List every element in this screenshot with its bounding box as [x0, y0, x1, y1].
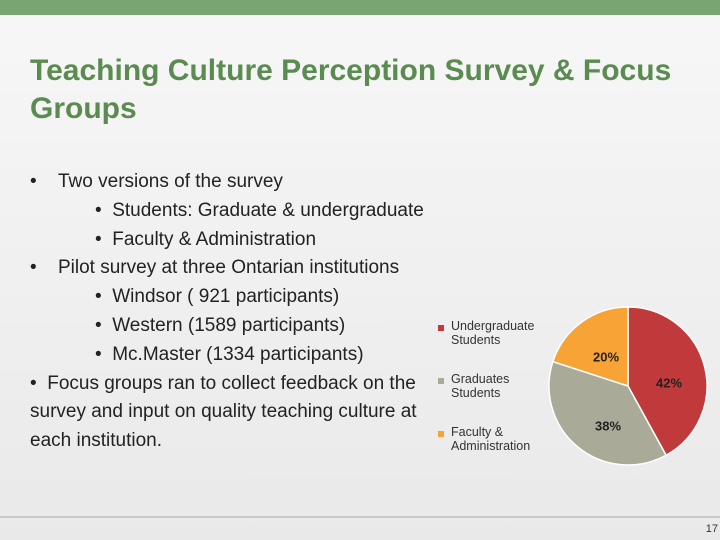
bullet-list: • Two versions of the survey • Students: G…: [30, 168, 440, 456]
legend-entry: Graduates Students: [451, 372, 510, 400]
bullet-text: Windsor ( 921 participants): [112, 286, 340, 308]
slide-title: Teaching Culture Perception Survey & Foc…: [30, 54, 672, 125]
bullet-text: Students: Graduate & undergraduate: [112, 199, 424, 221]
sub-bullet: • Students: Graduate & undergraduate: [95, 199, 424, 221]
sub-bullet: • Western (1589 participants): [95, 314, 346, 336]
legend-entry: Undergraduate Students: [451, 319, 535, 347]
legend-swatch: [438, 431, 444, 437]
top-band: [0, 0, 720, 15]
bullet: • Pilot survey at three Ontarian institut…: [30, 257, 400, 279]
sub-bullet: • Windsor ( 921 participants): [95, 286, 340, 308]
bullet-text: Pilot survey at three Ontarian instituti…: [58, 257, 400, 279]
sub-bullet: • Faculty & Administration: [95, 228, 317, 250]
legend-label: Faculty & Administration: [451, 425, 531, 453]
bullet-text: Focus groups ran to collect feedback on …: [30, 372, 417, 452]
legend-entry: Faculty & Administration: [451, 425, 531, 453]
bullet-text: Western (1589 participants): [112, 314, 346, 336]
data-label: 20%: [593, 349, 619, 364]
bullet-text: Two versions of the survey: [58, 171, 283, 192]
page-number: 17: [705, 523, 718, 535]
pie-slice: [627, 306, 708, 457]
pie-slice: [548, 360, 668, 466]
bullet-text: Faculty & Administration: [112, 228, 317, 250]
data-label: 42%: [656, 375, 682, 390]
legend-label: Graduates Students: [451, 372, 510, 400]
bullet: • Two versions of the survey: [30, 171, 283, 192]
bullet-text: Mc.Master (1334 participants): [112, 343, 364, 365]
bullet: • Focus groups ran to collect feedback o…: [30, 372, 417, 452]
legend-label: Undergraduate Students: [451, 319, 535, 347]
data-label: 38%: [595, 418, 621, 433]
pie-slice: [551, 306, 629, 388]
sub-bullet: • Mc.Master (1334 participants): [95, 343, 364, 365]
footer-line: [0, 516, 720, 518]
legend-swatch: [438, 325, 444, 331]
legend-swatch: [438, 378, 444, 384]
